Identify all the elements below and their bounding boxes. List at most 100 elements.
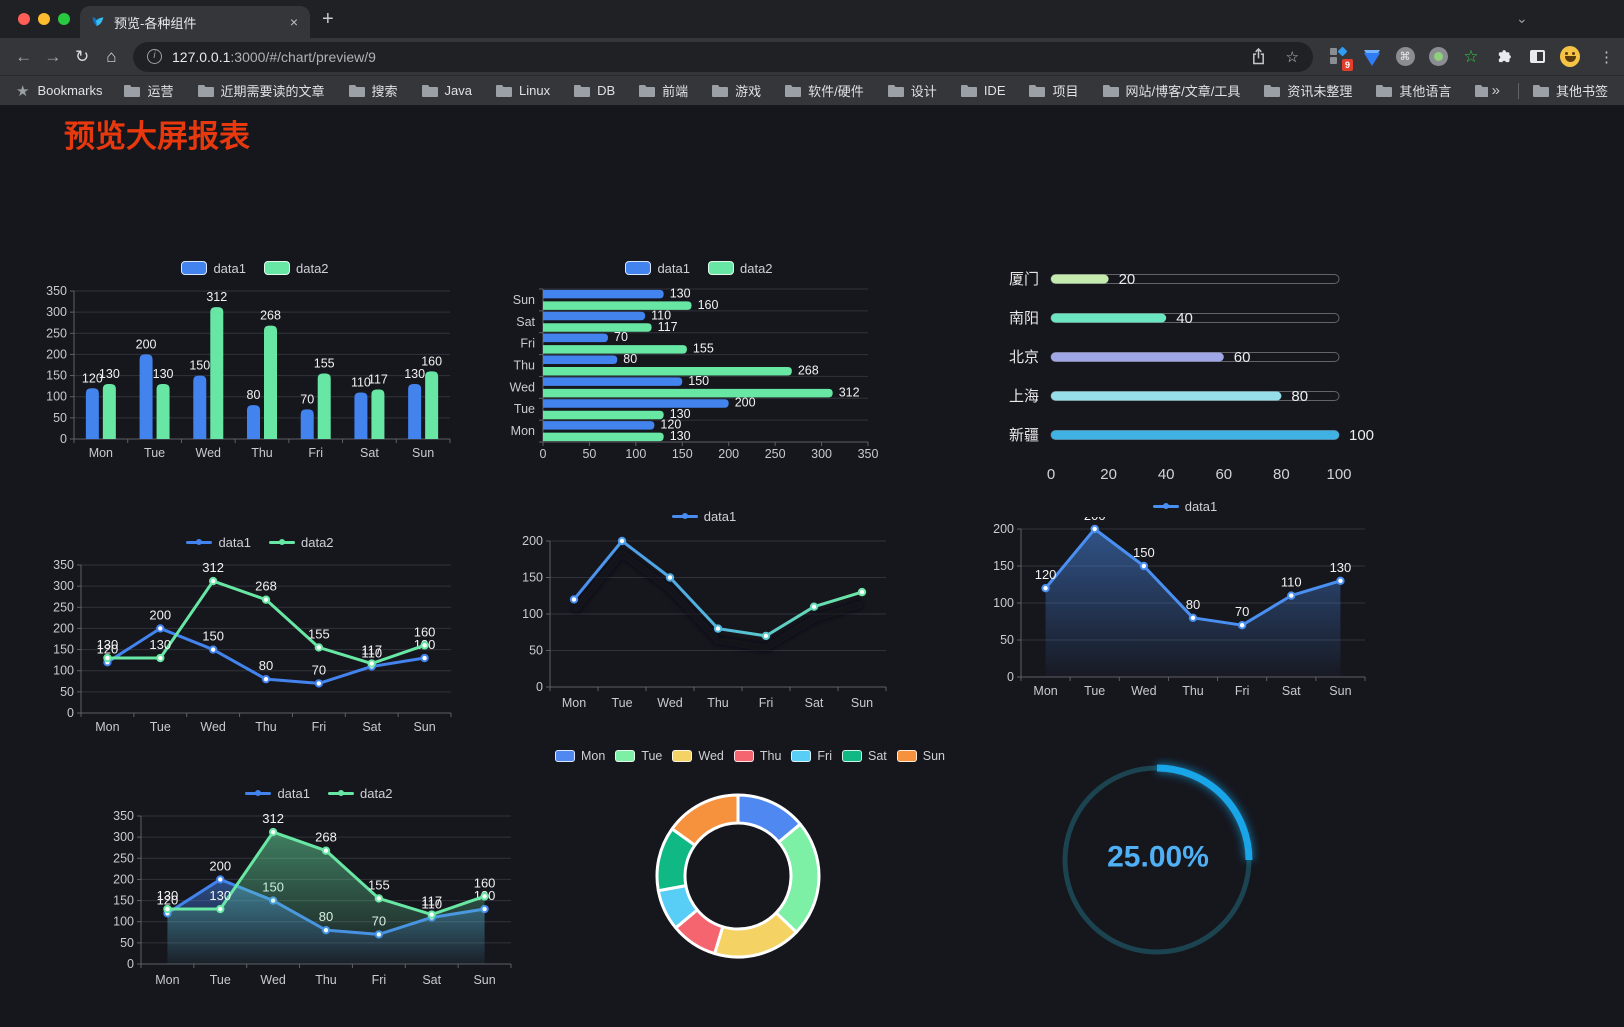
legend-item-Sat[interactable]: Sat (842, 749, 887, 763)
minimize-window-button[interactable] (38, 13, 50, 25)
legend-item-Fri[interactable]: Fri (791, 749, 832, 763)
legend-item-data2[interactable]: data2 (328, 786, 393, 801)
site-info-icon[interactable]: i (147, 49, 162, 64)
svg-text:70: 70 (614, 330, 628, 344)
new-tab-button[interactable]: + (322, 8, 334, 30)
svg-text:130: 130 (157, 888, 179, 903)
svg-text:200: 200 (136, 337, 157, 351)
folder-icon (960, 85, 977, 97)
bookmarks-star-icon[interactable]: ★ (16, 82, 30, 100)
folder-icon (1264, 85, 1281, 97)
legend-item-data1[interactable]: data1 (671, 509, 736, 524)
reader-mode-icon[interactable] (1527, 47, 1547, 67)
svg-text:312: 312 (202, 560, 224, 575)
legend-item-data1[interactable]: data1 (625, 261, 690, 276)
chart-legend: data1 (508, 505, 900, 527)
legend-item-data1[interactable]: data1 (181, 261, 246, 276)
url-text[interactable]: 127.0.0.1:3000/#/chart/preview/9 (172, 48, 376, 65)
close-window-button[interactable] (18, 13, 30, 25)
svg-text:Wed: Wed (260, 973, 286, 987)
legend-item-data2[interactable]: data2 (264, 261, 329, 276)
legend-item-data1[interactable]: data1 (245, 786, 310, 801)
legend-item-Tue[interactable]: Tue (615, 749, 662, 763)
bookmark-item-11[interactable]: 项目 (1029, 81, 1079, 100)
pie-slice-Tue[interactable] (774, 822, 821, 934)
svg-text:Sat: Sat (362, 720, 381, 734)
legend-item-data1[interactable]: data1 (186, 535, 251, 550)
forward-button[interactable]: → (44, 46, 62, 66)
record-extension-icon[interactable] (1428, 47, 1448, 67)
tab-close-icon[interactable]: × (289, 14, 298, 30)
gauge-canvas (1062, 762, 1255, 955)
home-button[interactable]: ⌂ (106, 46, 117, 66)
bookmark-item-5[interactable]: DB (574, 83, 615, 98)
svg-text:Sun: Sun (413, 720, 435, 734)
bookmark-item-1[interactable]: 近期需要读的文章 (197, 81, 325, 100)
area-single-canvas: 0 50 100 150 200 Mon Tue Wed Thu Fri Sat Sun 120 200 1… (993, 508, 1366, 698)
legend-item-data1[interactable]: data1 (1152, 499, 1217, 514)
chart-gauge: 25.00% (1056, 757, 1260, 963)
svg-text:160: 160 (414, 624, 436, 639)
legend-item-Sun[interactable]: Sun (896, 749, 945, 763)
svg-text:130: 130 (153, 367, 174, 381)
apps-grid-extension-icon[interactable]: 9 (1329, 46, 1353, 71)
puzzle-extensions-icon[interactable] (1494, 47, 1514, 67)
bookmark-item-2[interactable]: 搜索 (348, 81, 398, 100)
tab-search-chevron-icon[interactable]: ⌄ (1516, 10, 1528, 26)
share-icon[interactable] (1251, 48, 1266, 65)
svg-text:350: 350 (113, 809, 134, 823)
pie-slice-Wed[interactable] (713, 911, 798, 959)
address-bar[interactable]: i 127.0.0.1:3000/#/chart/preview/9 ☆ (133, 41, 1313, 72)
bookmark-item-0[interactable]: 运营 (124, 81, 174, 100)
bookmark-item-9[interactable]: 设计 (887, 81, 937, 100)
bookmark-item-15[interactable]: PHP (1475, 83, 1488, 98)
other-bookmarks-button[interactable]: 其他书签 (1532, 81, 1608, 100)
bookmark-item-3[interactable]: Java (421, 83, 472, 98)
svg-text:350: 350 (46, 284, 67, 298)
legend-item-Mon[interactable]: Mon (554, 749, 605, 763)
bookmark-star-icon[interactable]: ☆ (1285, 48, 1299, 66)
folder-icon (639, 85, 656, 97)
bookmark-item-14[interactable]: 其他语言 (1376, 81, 1451, 100)
svg-text:300: 300 (811, 447, 832, 461)
svg-text:100: 100 (993, 596, 1014, 610)
svg-text:117: 117 (658, 320, 678, 334)
bookmark-item-6[interactable]: 前端 (639, 81, 688, 100)
svg-text:312: 312 (206, 290, 227, 304)
star-extension-icon[interactable]: ☆ (1463, 46, 1479, 66)
legend-item-data2[interactable]: data2 (269, 535, 334, 550)
back-button[interactable]: ← (15, 46, 33, 66)
toolbar: ← → ↻ ⌂ i 127.0.0.1:3000/#/chart/preview… (0, 38, 1624, 75)
donut-canvas (655, 793, 821, 959)
svg-text:120: 120 (97, 641, 119, 656)
zoom-window-button[interactable] (58, 13, 70, 25)
svg-text:Sat: Sat (805, 696, 824, 710)
bookmarks-label[interactable]: Bookmarks (37, 83, 103, 98)
svg-text:80: 80 (1291, 388, 1308, 405)
menu-kebab-icon[interactable]: ⋮ (1599, 48, 1614, 66)
bookmarks-overflow-button[interactable]: » (1491, 82, 1500, 99)
svg-text:40: 40 (1158, 466, 1175, 483)
svg-text:80: 80 (259, 658, 273, 673)
bookmark-item-10[interactable]: IDE (960, 83, 1005, 98)
bookmark-item-8[interactable]: 软件/硬件 (785, 81, 864, 100)
folder-icon (421, 85, 438, 97)
svg-text:300: 300 (53, 579, 74, 593)
gem-extension-icon[interactable] (1362, 47, 1382, 67)
bookmark-item-7[interactable]: 游戏 (712, 81, 761, 100)
reload-button[interactable]: ↻ (75, 46, 90, 66)
bookmark-item-12[interactable]: 网站/博客/文章/工具 (1102, 81, 1240, 100)
legend-item-data2[interactable]: data2 (708, 261, 773, 276)
command-extension-icon[interactable]: ⌘ (1395, 47, 1415, 67)
svg-text:350: 350 (53, 558, 74, 572)
pie-slice-Sun[interactable] (670, 793, 740, 847)
bookmark-item-13[interactable]: 资讯未整理 (1264, 81, 1352, 100)
bookmark-item-4[interactable]: Linux (496, 83, 550, 98)
legend-item-Thu[interactable]: Thu (733, 749, 781, 763)
profile-avatar[interactable] (1560, 46, 1580, 67)
browser-tab[interactable]: 预览-各种组件 × (80, 6, 310, 38)
svg-text:Mon: Mon (511, 424, 535, 438)
legend-item-Wed[interactable]: Wed (672, 749, 724, 763)
